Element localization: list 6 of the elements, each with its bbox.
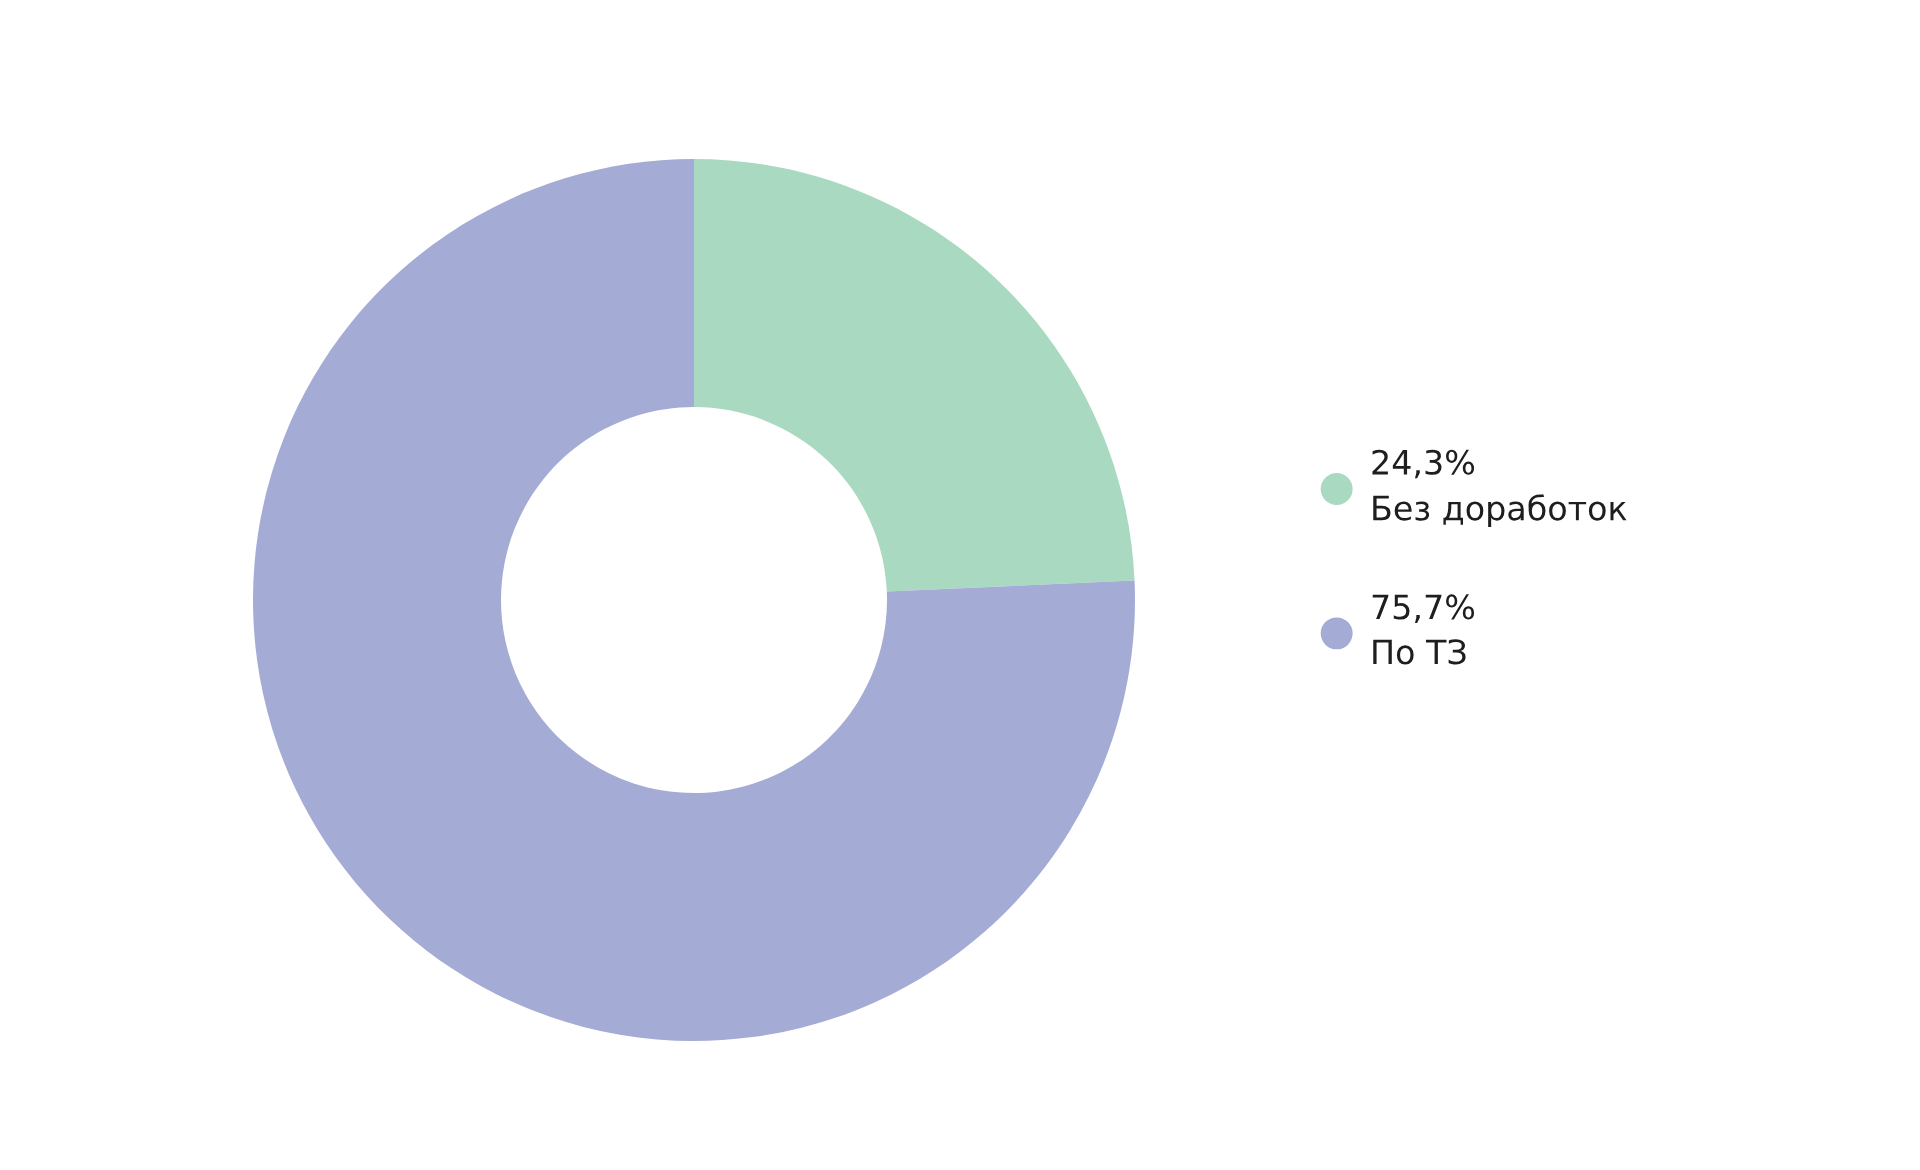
donut-slice (694, 159, 1135, 592)
data-label: 24,3% (1372, 449, 1475, 479)
donut-slice (253, 159, 1135, 1041)
legend-label: По ТЗ (1373, 639, 1466, 665)
legend-label: Без доработок (1373, 494, 1627, 528)
data-label: 75,7% (1372, 594, 1475, 623)
